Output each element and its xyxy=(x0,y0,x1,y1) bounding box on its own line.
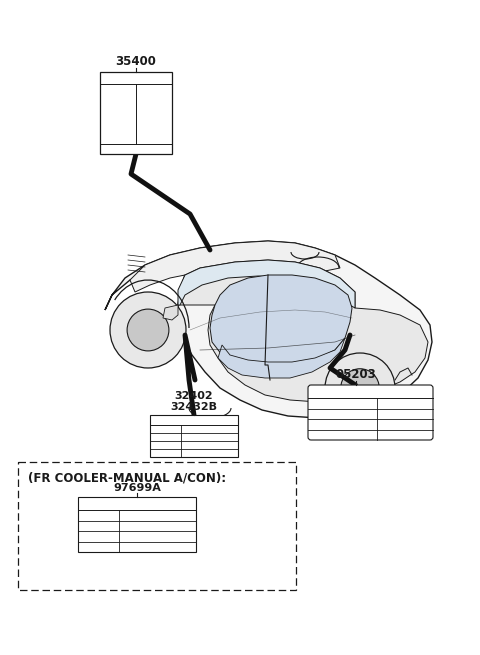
Polygon shape xyxy=(178,260,428,402)
Text: (FR COOLER-MANUAL A/CON):: (FR COOLER-MANUAL A/CON): xyxy=(28,472,226,485)
Polygon shape xyxy=(210,275,352,365)
Bar xyxy=(100,72,172,154)
Bar xyxy=(18,462,296,590)
Bar xyxy=(150,415,238,457)
Polygon shape xyxy=(163,305,178,320)
Circle shape xyxy=(325,353,395,423)
Text: 32402: 32402 xyxy=(175,391,213,401)
Text: 05203: 05203 xyxy=(335,368,376,381)
FancyBboxPatch shape xyxy=(308,385,433,440)
Polygon shape xyxy=(105,241,432,418)
Circle shape xyxy=(341,369,379,407)
Text: 35400: 35400 xyxy=(116,55,156,68)
Text: 32432B: 32432B xyxy=(170,402,217,412)
Bar xyxy=(78,497,196,552)
Text: 97699A: 97699A xyxy=(113,483,161,493)
Polygon shape xyxy=(218,338,345,378)
Polygon shape xyxy=(130,241,340,292)
Circle shape xyxy=(110,292,186,368)
Polygon shape xyxy=(178,260,355,308)
Circle shape xyxy=(127,309,169,351)
